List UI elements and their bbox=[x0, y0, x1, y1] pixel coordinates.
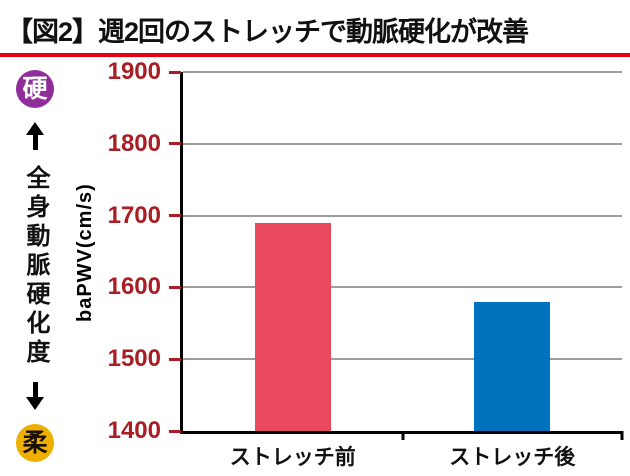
y-tick-1500 bbox=[169, 357, 181, 361]
arrow-down-head bbox=[26, 396, 44, 410]
gridline-1600 bbox=[183, 286, 622, 289]
y-axis-title: baPWV(cm/s) bbox=[74, 183, 96, 323]
arrow-down-stem bbox=[32, 381, 38, 397]
gridline-1800 bbox=[183, 142, 622, 145]
y-tick-label-1400: 1400 bbox=[107, 417, 161, 444]
y-tick-label-1700: 1700 bbox=[107, 201, 161, 229]
y-tick-label-1600: 1600 bbox=[107, 273, 161, 301]
gridline-1900 bbox=[183, 71, 622, 73]
y-tick-label-1900: 1900 bbox=[107, 58, 161, 85]
y-tick-label-1500: 1500 bbox=[107, 345, 161, 373]
y-tick-1700 bbox=[169, 214, 181, 218]
arrow-up-head bbox=[26, 122, 44, 136]
chart-title: 【図2】週2回のストレッチで動脈硬化が改善 bbox=[6, 17, 529, 47]
arrow-up-stem bbox=[32, 135, 38, 151]
gridline-1500 bbox=[183, 358, 622, 361]
gridline-1700 bbox=[183, 214, 622, 217]
stiffness-axis-label: 全身動脈硬化度 bbox=[22, 164, 49, 368]
x-label-ストレッチ後: ストレッチ後 bbox=[449, 446, 576, 469]
arrow-down-icon bbox=[26, 381, 44, 410]
stiffness-indicator: 硬 全身動脈硬化度 柔 bbox=[8, 70, 62, 462]
y-tick-label-1800: 1800 bbox=[107, 129, 161, 157]
title-underline bbox=[0, 53, 630, 57]
plot-area: 1400 1500 1600 1700 1800 1900 ストレッチ前 ストレッチ後 bbox=[108, 60, 624, 469]
x-boundary-tick-2 bbox=[620, 431, 624, 440]
arrow-up-icon bbox=[26, 122, 44, 151]
y-tick-1400 bbox=[169, 429, 181, 433]
y-tick-1900 bbox=[169, 70, 181, 74]
soft-badge: 柔 bbox=[16, 424, 54, 462]
bar-chart: baPWV(cm/s) 1400 1500 1600 1700 1800 1900 ストレッ… bbox=[0, 52, 630, 476]
hard-badge: 硬 bbox=[16, 70, 54, 108]
bar-ストレッチ後 bbox=[474, 301, 551, 431]
x-label-ストレッチ前: ストレッチ前 bbox=[229, 446, 356, 469]
x-boundary-tick-1 bbox=[401, 431, 404, 440]
y-tick-1600 bbox=[169, 285, 181, 289]
y-tick-1800 bbox=[169, 142, 181, 146]
bar-ストレッチ前 bbox=[254, 222, 331, 431]
